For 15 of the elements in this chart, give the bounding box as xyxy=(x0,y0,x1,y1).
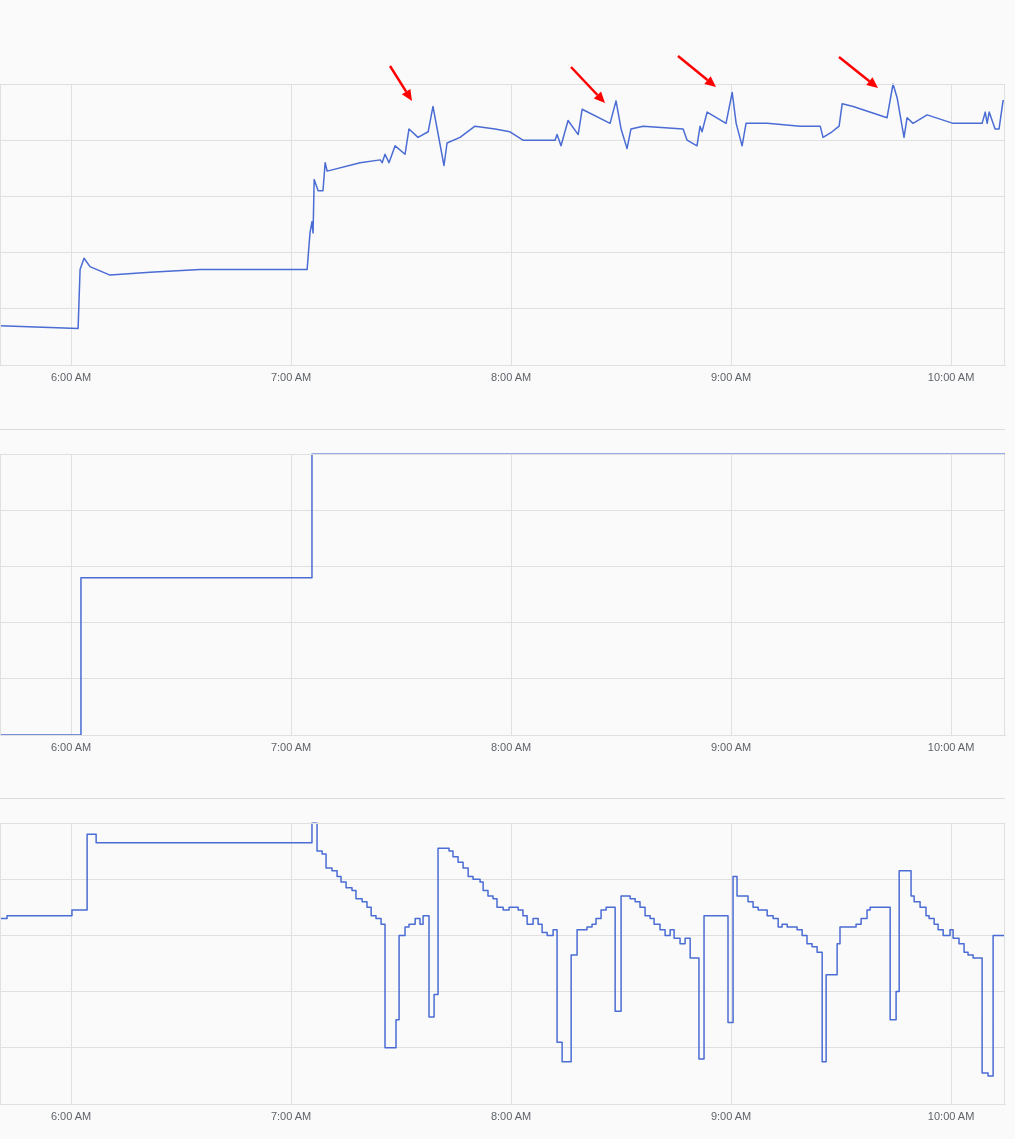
x-tick-label: 9:00 AM xyxy=(710,1109,752,1122)
x-tick-label: 6:00 AM xyxy=(50,370,92,383)
x-tick-label: 7:00 AM xyxy=(270,740,312,753)
x-tick-label: 10:00 AM xyxy=(927,370,975,383)
x-tick-label: 10:00 AM xyxy=(927,740,975,753)
x-tick-label: 7:00 AM xyxy=(270,370,312,383)
x-tick-label: 9:00 AM xyxy=(710,740,752,753)
x-tick-label: 6:00 AM xyxy=(50,740,92,753)
x-tick-label: 6:00 AM xyxy=(50,1109,92,1122)
x-tick-label: 10:00 AM xyxy=(927,1109,975,1122)
x-tick-label: 8:00 AM xyxy=(490,1109,532,1122)
x-tick-label: 7:00 AM xyxy=(270,1109,312,1122)
x-tick-label: 8:00 AM xyxy=(490,740,532,753)
x-tick-label: 8:00 AM xyxy=(490,370,532,383)
x-tick-label: 9:00 AM xyxy=(710,370,752,383)
